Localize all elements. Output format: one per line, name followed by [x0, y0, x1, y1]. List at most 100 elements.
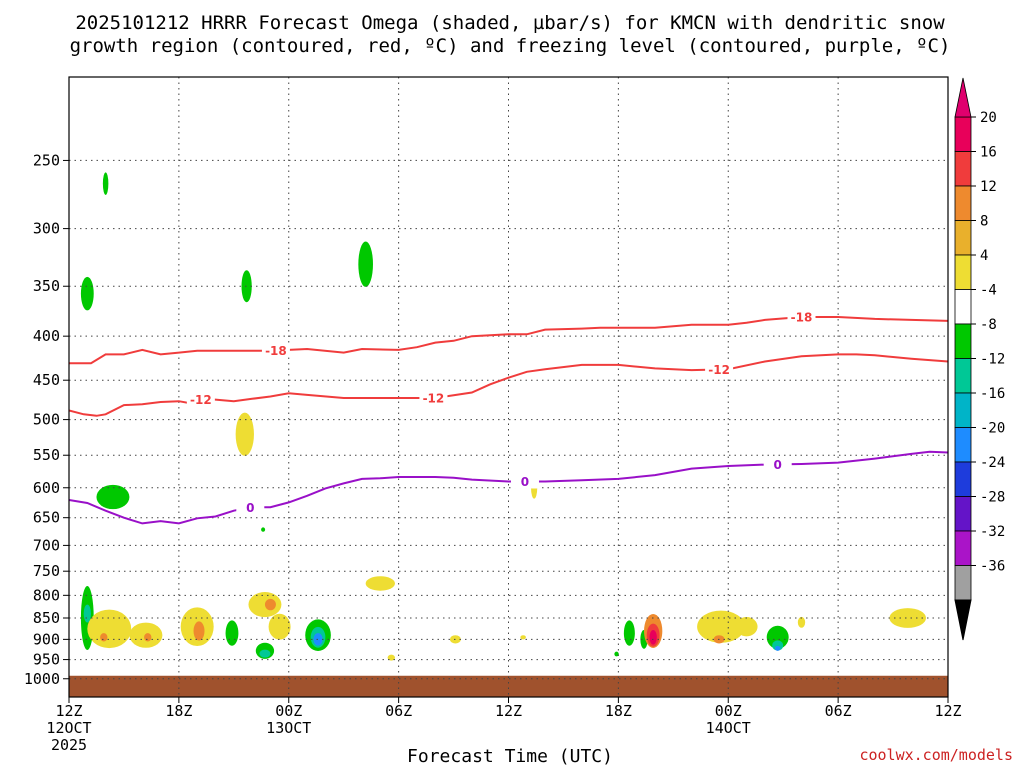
omega-shading-layer: [80, 172, 927, 661]
colorbar-segment: [954, 220, 972, 256]
omega-shade-blob: [614, 651, 619, 657]
colorbar-label: -4: [980, 283, 997, 299]
x-tick-label: 18Z: [165, 702, 192, 720]
y-tick-label: 950: [33, 651, 60, 669]
contour-label-bg: [261, 343, 290, 358]
colorbar-segment: [954, 530, 972, 566]
colorbar-bottom-arrow: [954, 599, 972, 641]
colorbar-segment: [954, 323, 972, 359]
x-tick-label: 00Z: [715, 702, 742, 720]
omega-shade-blob: [649, 629, 657, 645]
colorbar-top-arrow: [954, 77, 972, 118]
y-axis-ticks: 250 300 350 400 450 500 550 600 650 700 750 800 850 9…: [24, 151, 69, 688]
x-tick-label: 18Z: [605, 702, 632, 720]
colorbar-label: 20: [980, 110, 997, 126]
chart-title-line2: growth region (contoured, red, ºC) and f…: [70, 35, 951, 57]
y-tick-label: 550: [33, 446, 60, 464]
contour-line: [69, 353, 948, 417]
omega-shade-blob: [772, 640, 784, 651]
omega-shade-blob: [144, 633, 152, 642]
colorbar-segment: [954, 427, 972, 463]
plot-frame: [68, 76, 949, 698]
colorbar-label: -24: [980, 455, 1005, 471]
colorbar-segment: [954, 496, 972, 532]
omega-shade-blob: [797, 616, 806, 628]
x-tick-label: 2025: [51, 736, 87, 754]
contour-label: 0: [246, 501, 254, 515]
omega-shade-blob: [259, 649, 271, 658]
contour-label-bg: [787, 309, 816, 324]
contour-label: -18: [265, 344, 287, 358]
colorbar-label: 8: [980, 214, 988, 230]
contour-label-bg: [419, 391, 448, 406]
colorbar-segment: [954, 392, 972, 428]
contour-label: -12: [423, 392, 445, 406]
colorbar-label: 16: [980, 145, 997, 161]
omega-shade-blob: [313, 633, 323, 646]
y-tick-label: 600: [33, 479, 60, 497]
y-tick-label: 650: [33, 509, 60, 527]
x-tick-label: 14OCT: [706, 719, 751, 737]
contour-line: [69, 316, 948, 365]
y-tick-label: 250: [33, 151, 60, 169]
omega-shade-blob: [623, 620, 635, 646]
x-tick-label: 00Z: [275, 702, 302, 720]
omega-shade-blob: [697, 610, 745, 643]
y-tick-label: 500: [33, 411, 60, 429]
omega-shade-blob: [102, 172, 109, 195]
colorbar-segment: [954, 289, 972, 325]
omega-shade-blob: [264, 598, 276, 611]
contour-label-bg: [763, 457, 792, 472]
omega-shade-blob: [100, 633, 108, 642]
colorbar-label: 4: [980, 248, 988, 264]
omega-shade-blob: [261, 527, 266, 532]
omega-shade-blob: [96, 484, 130, 510]
colorbar-label: -20: [980, 421, 1005, 437]
colorbar-segment: [954, 151, 972, 187]
x-tick-label: 12OCT: [46, 719, 91, 737]
colorbar-segment: [954, 358, 972, 394]
x-tick-label: 06Z: [385, 702, 412, 720]
x-tick-label: 06Z: [825, 702, 852, 720]
colorbar-segment: [954, 461, 972, 497]
omega-shade-blob: [83, 604, 91, 623]
y-tick-label: 750: [33, 562, 60, 580]
contour-label-bg: [705, 362, 734, 377]
chart-title-line1: 2025101212 HRRR Forecast Omega (shaded, …: [75, 12, 945, 34]
terrain-layer: [69, 675, 948, 697]
y-tick-label: 300: [33, 220, 60, 238]
omega-shade-blob: [889, 608, 927, 628]
colorbar-label: -16: [980, 386, 1005, 402]
omega-shade-blob: [87, 609, 132, 649]
omega-shade-blob: [80, 276, 94, 311]
x-tick-label: 13OCT: [266, 719, 311, 737]
colorbar-label: -36: [980, 559, 1005, 575]
x-tick-label: 12Z: [55, 702, 82, 720]
omega-shade-blob: [520, 635, 526, 640]
x-tick-label: 12Z: [934, 702, 961, 720]
credit-text: coolwx.com/models: [859, 746, 1013, 764]
y-tick-label: 900: [33, 630, 60, 648]
omega-shade-blob: [193, 621, 205, 641]
omega-shade-blob: [235, 412, 254, 456]
y-tick-label: 400: [33, 327, 60, 345]
contour-label-bg: [186, 392, 215, 407]
omega-shade-blob: [358, 241, 373, 287]
contour-layer: -18 -18 -12 -12 -12 0 0 0: [69, 309, 948, 525]
x-tick-label: 12Z: [495, 702, 522, 720]
omega-shade-blob: [774, 645, 781, 651]
terrain-fill: [69, 675, 948, 697]
colorbar: 20 16 12 8 4 -4 -8 -12 -16 -20 -24 -28 -32 -36: [954, 77, 1005, 641]
colorbar-segment: [954, 116, 972, 152]
contour-label: -18: [791, 310, 813, 324]
omega-shade-blob: [735, 617, 758, 637]
y-tick-label: 1000: [24, 670, 60, 688]
omega-shade-blob: [268, 613, 291, 640]
y-tick-label: 350: [33, 277, 60, 295]
colorbar-segment: [954, 185, 972, 221]
contour-label: 0: [521, 475, 529, 489]
omega-shade-blob: [365, 576, 395, 591]
colorbar-segment: [954, 565, 972, 601]
